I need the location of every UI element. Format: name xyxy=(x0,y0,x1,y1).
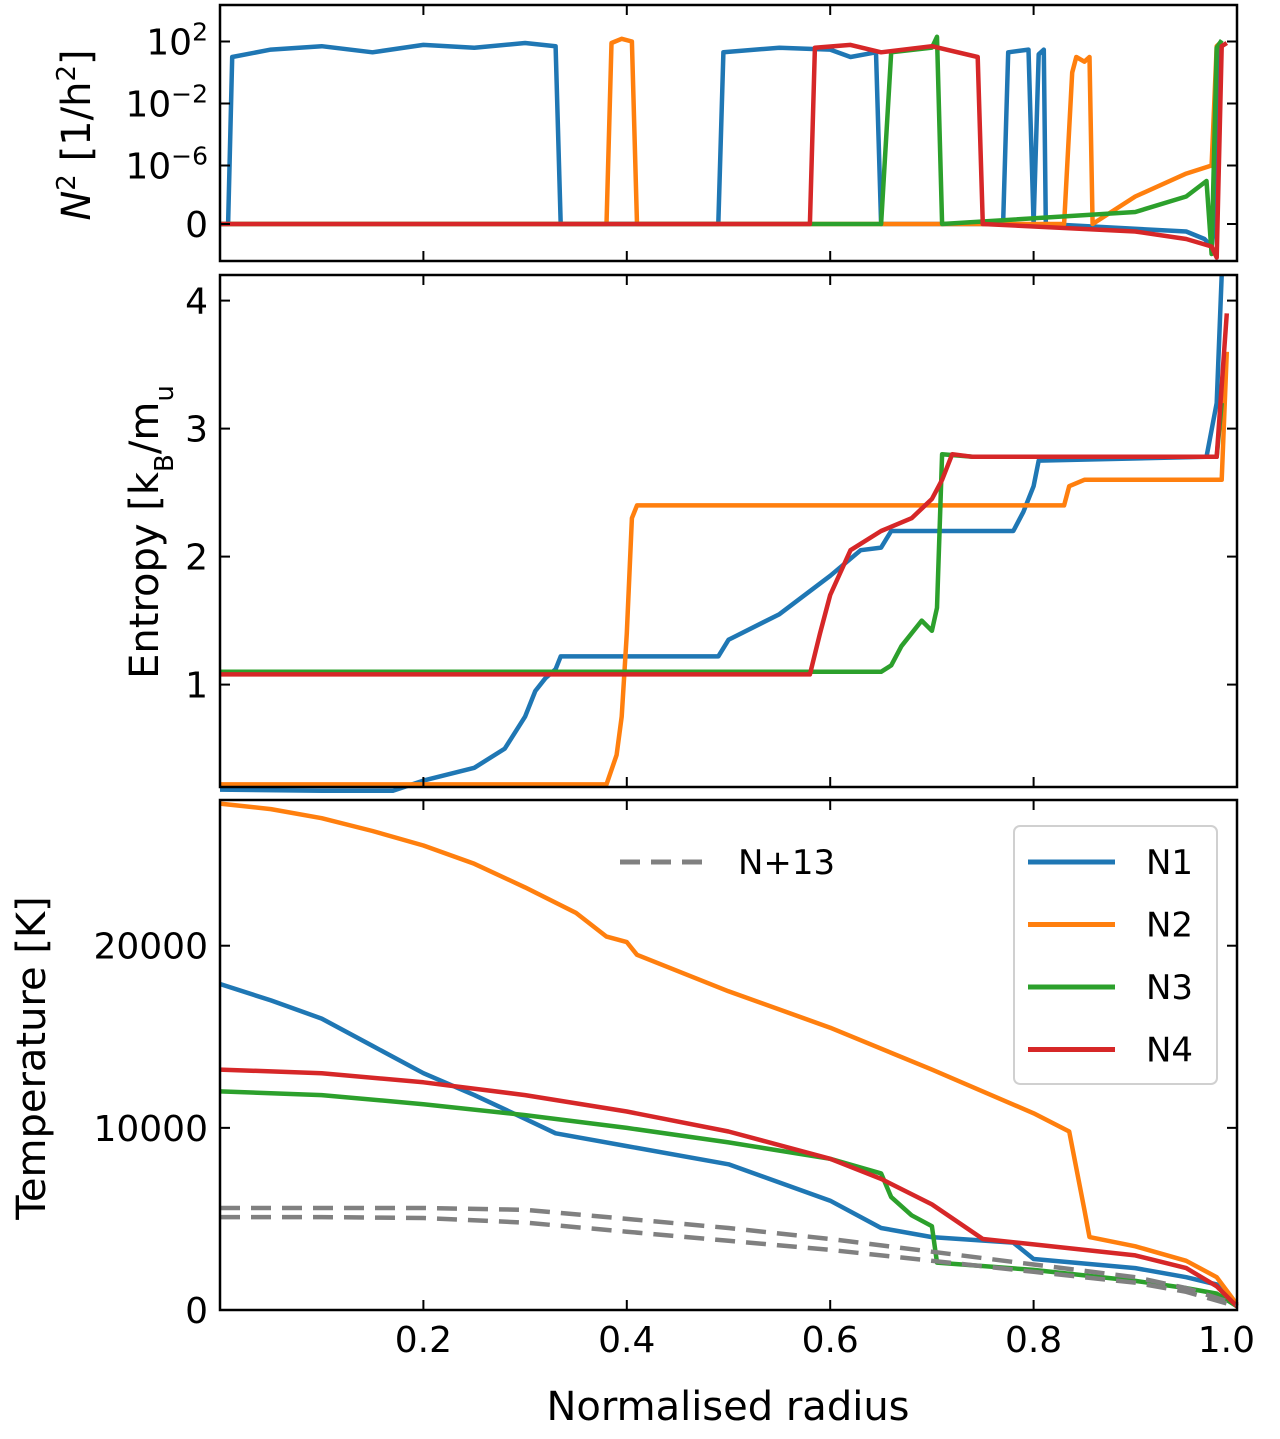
legend-label-n4: N4 xyxy=(1146,1031,1193,1071)
legend: N1 N2 N3 N4 xyxy=(1013,825,1218,1085)
bottom-ytick-label: 10000 xyxy=(93,1109,208,1150)
bottom-series-n1 xyxy=(219,981,1239,1308)
bottom-series-n4 xyxy=(219,1067,1239,1308)
panel-top-n2: 0 10−6 10−2 102 N2 [1/h2] xyxy=(52,3,1239,263)
top-series-group xyxy=(220,34,1228,260)
bottom-ytick-label: 0 xyxy=(185,1291,208,1332)
middle-ticks-group: 1 2 3 4 xyxy=(185,282,1237,707)
legend-label-n2: N2 xyxy=(1146,906,1193,946)
legend-box xyxy=(1013,825,1218,1085)
panel-bottom-temperature: 0 10000 20000 0.2 0.4 0.6 0.8 1.0 Temperature [… xyxy=(9,5,1255,1430)
xtick-label: 0.2 xyxy=(395,1320,452,1361)
middle-series-group xyxy=(219,274,1230,794)
middle-series-n2 xyxy=(220,351,1230,787)
top-ytick-label: 10−6 xyxy=(125,141,208,188)
bottom-series-n2 xyxy=(219,801,1239,1306)
top-ticks-group: 0 10−6 10−2 102 xyxy=(125,17,1237,246)
top-ylabel: N2 [1/h2] xyxy=(52,49,100,220)
top-series-n2 xyxy=(220,36,1224,227)
bottom-series-group xyxy=(219,801,1239,1309)
middle-ytick-label: 1 xyxy=(185,666,208,707)
middle-axes-frame xyxy=(218,273,1239,789)
bottom-series-n3 xyxy=(219,1089,1239,1309)
middle-series-n4 xyxy=(220,313,1230,677)
top-ytick-label: 10−2 xyxy=(125,79,208,126)
top-axes-frame xyxy=(218,3,1239,263)
middle-ytick-label: 2 xyxy=(185,538,208,579)
bottom-axes-frame xyxy=(218,798,1239,1312)
xtick-label: 1.0 xyxy=(1198,1320,1255,1361)
reference-legend: N+13 xyxy=(620,843,835,883)
top-series-n3 xyxy=(220,34,1224,257)
top-ytick-label: 0 xyxy=(185,205,208,246)
reference-legend-label: N+13 xyxy=(738,843,835,883)
bottom-ticks-group: 0 10000 20000 0.2 0.4 0.6 0.8 1.0 xyxy=(93,5,1255,1361)
xtick-label: 0.8 xyxy=(1005,1320,1062,1361)
top-ytick-label: 102 xyxy=(146,17,208,64)
xlabel: Normalised radius xyxy=(546,1384,909,1430)
middle-ytick-label: 4 xyxy=(185,282,208,323)
xtick-label: 0.4 xyxy=(598,1320,655,1361)
middle-series-n1 xyxy=(219,274,1224,794)
top-series-n4 xyxy=(220,41,1228,260)
middle-series-n3 xyxy=(220,402,1224,675)
bottom-series-n-13 xyxy=(220,1205,1238,1307)
bottom-ytick-label: 20000 xyxy=(93,927,208,968)
legend-label-n3: N3 xyxy=(1146,968,1193,1008)
middle-ytick-label: 3 xyxy=(185,410,208,451)
bottom-ylabel: Temperature [K] xyxy=(9,896,55,1221)
xtick-label: 0.6 xyxy=(802,1320,859,1361)
legend-entries: N1 N2 N3 N4 xyxy=(1028,843,1193,1071)
legend-label-n1: N1 xyxy=(1146,843,1193,883)
middle-ylabel: Entropy [kB/mu xyxy=(122,385,180,679)
panel-middle-entropy: 1 2 3 4 Entropy [kB/mu xyxy=(122,273,1239,794)
top-series-n1 xyxy=(220,40,1224,249)
bottom-series-n-13 xyxy=(220,1214,1238,1309)
